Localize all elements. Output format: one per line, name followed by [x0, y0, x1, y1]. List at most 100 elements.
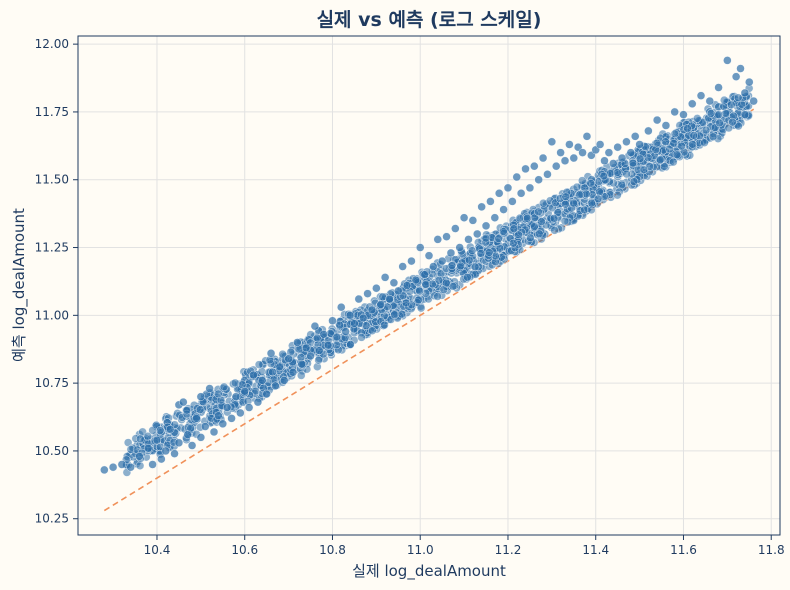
scatter-point [310, 321, 320, 331]
scatter-point [437, 256, 447, 266]
scatter-point [467, 246, 477, 255]
scatter-point [389, 278, 399, 287]
scatter-point [700, 138, 709, 147]
scatter-point [434, 276, 444, 285]
scatter-point [335, 320, 344, 330]
scatter-point [701, 125, 711, 135]
scatter-point [143, 432, 153, 441]
scatter-point [534, 175, 543, 184]
scatter-point [689, 131, 698, 140]
scatter-point [108, 463, 118, 472]
scatter-point [455, 243, 464, 252]
scatter-point [508, 197, 517, 206]
scatter-point [595, 140, 605, 149]
y-tick-label: 10.25 [35, 512, 69, 526]
scatter-point [293, 338, 302, 347]
x-tick-label: 10.8 [319, 543, 346, 557]
scatter-point [219, 382, 229, 392]
scatter-point [394, 286, 403, 296]
scatter-point [442, 278, 451, 288]
scatter-point [721, 109, 730, 118]
scatter-point [368, 326, 377, 335]
scatter-point [398, 262, 407, 271]
scatter-point [244, 403, 254, 412]
scatter-point [578, 176, 587, 185]
scatter-point [740, 110, 750, 119]
scatter-point [714, 110, 723, 119]
scatter-point [357, 333, 366, 342]
scatter-point [380, 273, 390, 282]
scatter-point [727, 100, 736, 110]
scatter-point [656, 155, 665, 164]
scatter-point [446, 248, 456, 258]
y-tick-label: 11.75 [35, 105, 69, 119]
scatter-point [442, 232, 451, 241]
scatter-point [535, 229, 544, 238]
scatter-point [720, 95, 729, 105]
scatter-point [715, 118, 724, 128]
scatter-point [696, 91, 706, 100]
scatter-point [372, 284, 381, 293]
scatter-point [209, 427, 219, 437]
x-axis-label: 실제 log_dealAmount [352, 562, 506, 581]
scatter-point [661, 121, 671, 130]
scatter-point [552, 161, 561, 171]
scatter-point [297, 359, 306, 369]
scatter-point [380, 320, 389, 330]
scatter-point [161, 446, 170, 456]
scatter-point [733, 93, 743, 102]
scatter-point [639, 165, 649, 175]
scatter-point [509, 239, 518, 248]
y-tick-label: 11.25 [35, 241, 69, 255]
scatter-point [665, 144, 674, 154]
scatter-point [174, 438, 184, 447]
scatter-point [561, 192, 571, 202]
scatter-point [509, 224, 519, 233]
scatter-point [414, 295, 423, 305]
scatter-point [534, 207, 543, 217]
scatter-point [433, 235, 442, 244]
scatter-point [481, 233, 491, 243]
scatter-point [195, 405, 205, 414]
scatter-point [556, 148, 565, 157]
scatter-point [714, 83, 723, 92]
scatter-point [451, 224, 460, 233]
scatter-point [421, 280, 430, 289]
scatter-point [516, 189, 526, 198]
scatter-point [734, 121, 743, 131]
scatter-point [278, 349, 287, 359]
scatter-point [547, 137, 557, 146]
scatter-point [411, 275, 421, 285]
scatter-point [201, 422, 210, 431]
scatter-point [537, 217, 546, 226]
scatter-point [424, 251, 434, 260]
scatter-point [345, 311, 355, 320]
scatter-point [628, 158, 638, 168]
scatter-point [358, 313, 368, 323]
scatter-point [661, 137, 670, 146]
x-tick-label: 11.8 [758, 543, 785, 557]
scatter-point [644, 126, 653, 136]
scatter-point [227, 414, 236, 423]
scatter-point [284, 354, 293, 363]
scatter-point [346, 340, 355, 349]
scatter-point [416, 243, 425, 252]
scatter-point [468, 216, 478, 225]
scatter-point [626, 148, 636, 157]
scatter-point [420, 270, 429, 279]
x-tick-label: 11.0 [407, 543, 434, 557]
scatter-point [525, 183, 535, 193]
scatter-point [593, 194, 603, 204]
scatter-point [222, 403, 232, 412]
scatter-point [582, 132, 592, 141]
scatter-point [155, 426, 165, 435]
scatter-point [354, 294, 363, 304]
scatter-point [604, 148, 614, 157]
y-tick-label: 10.50 [35, 444, 69, 458]
scatter-point [499, 227, 508, 236]
scatter-point [448, 282, 458, 291]
scatter-point [196, 392, 206, 401]
scatter-point [565, 140, 574, 149]
scatter-point [560, 216, 570, 226]
